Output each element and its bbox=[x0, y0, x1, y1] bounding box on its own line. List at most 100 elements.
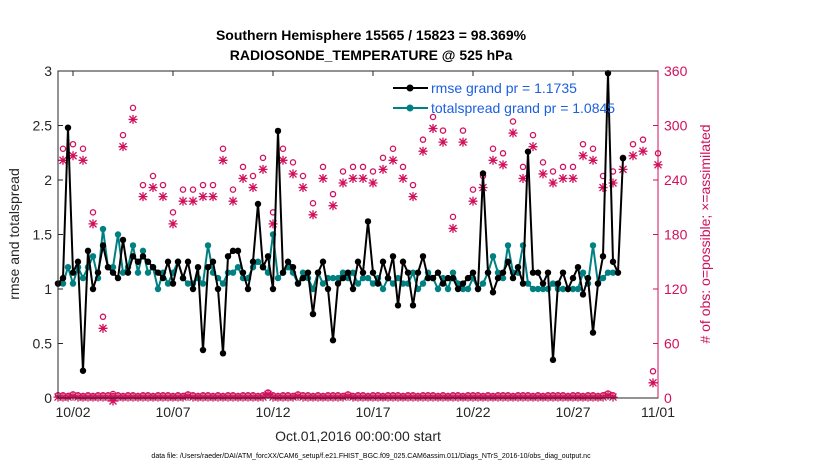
obs-assimilated-marker bbox=[418, 146, 428, 156]
rmse-series-point bbox=[229, 247, 237, 255]
obs-assimilated-bottom-marker bbox=[578, 392, 588, 402]
rmse-series-point bbox=[459, 280, 467, 287]
obs-assimilated-bottom-marker bbox=[338, 392, 348, 402]
obs-assimilated-bottom-marker bbox=[123, 392, 133, 402]
rmse-series-point bbox=[149, 264, 157, 271]
rmse-series-point bbox=[344, 269, 352, 276]
spread-series-point bbox=[199, 280, 207, 287]
y2-tick-label: 360 bbox=[664, 63, 688, 79]
spread-series-point bbox=[369, 280, 377, 287]
rmse-series-point bbox=[609, 258, 617, 265]
rmse-series-point bbox=[294, 280, 302, 287]
obs-assimilated-bottom-marker bbox=[318, 392, 328, 402]
rmse-series-point bbox=[209, 258, 217, 265]
obs-assimilated-bottom-marker bbox=[263, 389, 273, 399]
y-tick-label: 3 bbox=[44, 63, 52, 79]
rmse-series-point bbox=[169, 280, 177, 287]
obs-assimilated-bottom-marker bbox=[588, 392, 598, 402]
spread-series-point bbox=[109, 264, 117, 271]
obs-assimilated-bottom-marker bbox=[233, 392, 243, 402]
obs-assimilated-bottom-marker bbox=[523, 392, 533, 402]
obs-assimilated-bottom-marker bbox=[238, 392, 248, 402]
obs-assimilated-bottom-marker bbox=[178, 392, 188, 402]
obs-assimilated-bottom-marker bbox=[368, 392, 378, 402]
rmse-series-point bbox=[69, 269, 77, 276]
obs-assimilated-bottom-marker bbox=[513, 392, 523, 402]
spread-series-point bbox=[144, 269, 152, 276]
spread-series-point bbox=[499, 274, 507, 282]
y2-axis-label: # of obs: o=possible; ×=assimilated bbox=[697, 124, 713, 343]
obs-assimilated-bottom-marker bbox=[568, 392, 578, 402]
obs-assimilated-bottom-marker bbox=[83, 392, 93, 402]
rmse-series-point bbox=[524, 148, 532, 155]
rmse-series-point bbox=[439, 280, 447, 287]
rmse-series-point bbox=[104, 264, 112, 271]
rmse-series-point bbox=[254, 200, 262, 208]
obs-assimilated-bottom-marker bbox=[118, 392, 128, 402]
rmse-series-point bbox=[184, 258, 192, 265]
obs-possible-marker bbox=[319, 163, 327, 171]
obs-possible-marker bbox=[369, 168, 377, 175]
rmse-series-point bbox=[399, 258, 407, 265]
obs-assimilated-bottom-marker bbox=[418, 392, 428, 402]
spread-series-point bbox=[419, 280, 427, 287]
obs-assimilated-bottom-marker bbox=[343, 391, 353, 401]
spread-series-point bbox=[504, 242, 512, 249]
obs-assimilated-bottom-marker bbox=[58, 392, 68, 402]
rmse-series-point bbox=[289, 264, 297, 271]
obs-assimilated-bottom-marker bbox=[288, 392, 298, 402]
obs-assimilated-bottom-marker bbox=[553, 392, 563, 402]
obs-possible-marker bbox=[259, 154, 267, 162]
obs-assimilated-marker bbox=[98, 323, 108, 333]
obs-possible-marker bbox=[409, 181, 417, 189]
spread-series-point bbox=[459, 285, 467, 293]
obs-possible-marker bbox=[209, 181, 217, 189]
obs-assimilated-marker bbox=[298, 183, 308, 193]
obs-assimilated-bottom-marker bbox=[303, 392, 313, 402]
obs-assimilated-bottom-marker bbox=[363, 392, 373, 402]
obs-assimilated-bottom-marker bbox=[273, 392, 283, 402]
obs-assimilated-bottom-marker bbox=[248, 392, 258, 402]
obs-assimilated-bottom-marker bbox=[223, 392, 233, 402]
obs-assimilated-bottom-marker bbox=[328, 392, 338, 402]
obs-assimilated-bottom-marker bbox=[453, 392, 463, 402]
obs-possible-marker bbox=[339, 168, 347, 175]
legend-spread-label: totalspread grand pr = 1.0845 bbox=[431, 100, 615, 116]
obs-assimilated-bottom-marker bbox=[323, 392, 333, 402]
spread-series-point bbox=[299, 269, 307, 276]
obs-assimilated-bottom-marker bbox=[583, 392, 593, 402]
rmse-series bbox=[54, 69, 627, 374]
obs-assimilated-bottom-marker bbox=[478, 392, 488, 402]
rmse-series-point bbox=[94, 269, 102, 276]
spread-series-point bbox=[444, 285, 452, 293]
obs-possible-marker bbox=[399, 163, 407, 171]
obs-assimilated-marker bbox=[108, 396, 118, 406]
obs-assimilated-marker bbox=[208, 192, 218, 202]
obs-assimilated-bottom-marker bbox=[448, 392, 458, 402]
obs-possible-marker bbox=[159, 181, 167, 189]
obs-assimilated-bottom-marker bbox=[348, 392, 358, 402]
obs-assimilated-bottom-marker bbox=[428, 392, 438, 402]
rmse-series-point bbox=[274, 127, 282, 135]
obs-assimilated-bottom-marker bbox=[188, 392, 198, 402]
obs-assimilated-bottom-marker bbox=[268, 392, 278, 402]
obs-assimilated-marker bbox=[158, 192, 168, 202]
rmse-series-point bbox=[409, 302, 417, 309]
spread-series-point bbox=[154, 285, 162, 293]
rmse-series-point bbox=[479, 170, 487, 177]
rmse-series-point bbox=[129, 253, 137, 260]
obs-assimilated-marker bbox=[228, 196, 238, 206]
obs-assimilated-bottom-marker bbox=[438, 392, 448, 402]
obs-assimilated-bottom-marker bbox=[253, 392, 263, 402]
x-tick-label: 10/17 bbox=[355, 404, 390, 420]
obs-assimilated-bottom-marker bbox=[358, 392, 368, 402]
obs-possible-marker bbox=[519, 163, 527, 171]
obs-assimilated-marker bbox=[168, 219, 178, 229]
spread-series-point bbox=[559, 285, 567, 293]
rmse-series-point bbox=[74, 258, 82, 265]
rmse-series-point bbox=[414, 269, 422, 276]
obs-assimilated-marker bbox=[378, 164, 388, 174]
rmse-series-point bbox=[504, 258, 512, 265]
spread-series-point bbox=[229, 269, 237, 276]
